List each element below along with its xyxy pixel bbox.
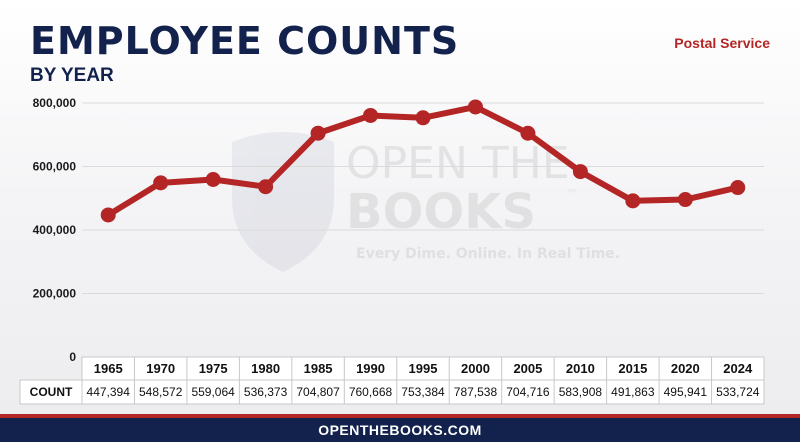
data-value-label: 787,538 — [454, 385, 498, 399]
x-category-label: 1975 — [199, 361, 228, 376]
x-category-label: 1965 — [94, 361, 123, 376]
footer-accent-bar — [0, 414, 800, 418]
x-category-label: 1995 — [409, 361, 438, 376]
data-value-label: 533,724 — [716, 385, 760, 399]
data-value-label: 753,384 — [401, 385, 445, 399]
footer-url: OPENTHEBOOKS.COM — [0, 418, 800, 442]
x-category-label: 2024 — [723, 361, 753, 376]
shield-logo-icon — [232, 132, 334, 272]
data-point — [205, 171, 221, 187]
data-value-label: 447,394 — [87, 385, 131, 399]
y-tick-label: 800,000 — [33, 96, 77, 110]
data-point — [310, 125, 326, 141]
x-category-label: 1985 — [304, 361, 333, 376]
watermark-line2: BOOKS — [346, 184, 536, 240]
table-row-label: COUNT — [30, 385, 73, 399]
x-category-label: 2000 — [461, 361, 490, 376]
data-point — [572, 164, 588, 180]
data-value-label: 491,863 — [611, 385, 655, 399]
x-category-label: 2015 — [618, 361, 647, 376]
x-category-label: 2020 — [671, 361, 700, 376]
x-category-label: 1970 — [146, 361, 175, 376]
x-category-label: 2010 — [566, 361, 595, 376]
watermark-tm: ™ — [566, 187, 578, 201]
data-value-label: 548,572 — [139, 385, 183, 399]
data-value-label: 760,668 — [349, 385, 393, 399]
y-tick-label: 400,000 — [33, 223, 77, 237]
data-point — [153, 175, 169, 191]
y-tick-label: 600,000 — [33, 160, 77, 174]
chart-subtitle: BY YEAR — [30, 65, 114, 86]
y-tick-label: 200,000 — [33, 287, 77, 301]
data-point — [520, 125, 536, 141]
data-point — [625, 193, 641, 209]
chart-title: EMPLOYEE COUNTS — [30, 19, 460, 63]
data-value-label: 704,716 — [506, 385, 550, 399]
data-point — [258, 179, 274, 195]
data-value-label: 583,908 — [559, 385, 603, 399]
series-tag: Postal Service — [674, 35, 770, 51]
employee-count-chart: OPEN THE BOOKS ™ Every Dime. Online. In … — [19, 96, 765, 405]
x-category-label: 2005 — [513, 361, 542, 376]
data-value-label: 559,064 — [191, 385, 235, 399]
x-category-label: 1990 — [356, 361, 385, 376]
data-value-label: 704,807 — [296, 385, 340, 399]
data-point — [100, 207, 116, 223]
y-tick-label: 0 — [69, 350, 76, 364]
data-value-label: 536,373 — [244, 385, 288, 399]
data-point — [467, 99, 483, 115]
data-value-label: 495,941 — [664, 385, 708, 399]
watermark-line1: OPEN THE — [346, 138, 570, 189]
data-point — [730, 180, 746, 196]
data-point — [363, 107, 379, 123]
x-category-label: 1980 — [251, 361, 280, 376]
table-value-row — [19, 379, 765, 405]
watermark-tagline: Every Dime. Online. In Real Time. — [356, 246, 620, 262]
data-point — [415, 110, 431, 126]
data-point — [677, 192, 693, 208]
watermark: OPEN THE BOOKS ™ Every Dime. Online. In … — [232, 132, 620, 272]
